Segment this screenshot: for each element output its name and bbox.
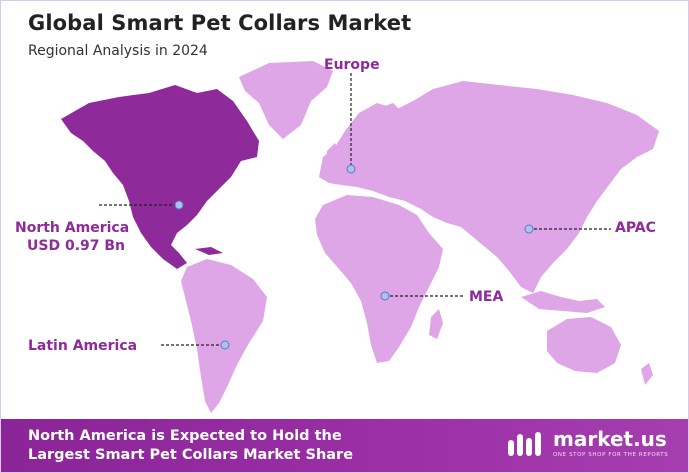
madagascar-shape	[429, 309, 443, 339]
brand-name: market.us	[553, 427, 667, 451]
europe-marker	[346, 164, 356, 174]
scandinavia-shape	[365, 103, 403, 141]
australia-shape	[547, 317, 621, 373]
indonesia-shape	[521, 291, 605, 313]
apac-marker	[524, 224, 534, 234]
page-title: Global Smart Pet Collars Market	[28, 11, 412, 35]
footer-text: North America is Expected to Hold the La…	[28, 427, 353, 465]
page-subtitle: Regional Analysis in 2024	[28, 43, 208, 59]
footer-banner: North America is Expected to Hold the La…	[1, 419, 688, 472]
eurasia-shape	[319, 81, 659, 293]
europe-label: Europe	[324, 57, 380, 73]
footer-line-1: North America is Expected to Hold the	[28, 428, 342, 444]
north-america-value: USD 0.97 Bn	[27, 238, 125, 254]
brand-tagline: ONE STOP SHOP FOR THE REPORTS	[553, 452, 669, 458]
greenland-shape	[239, 61, 333, 139]
japan-shape	[575, 171, 593, 207]
mea-marker	[380, 291, 390, 301]
mea-label: MEA	[469, 289, 504, 305]
caribbean-shape	[195, 247, 223, 255]
new-zealand-shape	[641, 363, 653, 385]
footer-line-2: Largest Smart Pet Collars Market Share	[28, 447, 354, 463]
north-america-shape	[61, 85, 259, 269]
latin-america-marker	[220, 340, 230, 350]
latin-america-label: Latin America	[28, 338, 138, 354]
africa-shape	[315, 195, 443, 363]
apac-label: APAC	[615, 220, 656, 236]
market-us-logo-icon	[508, 432, 541, 456]
north-america-marker	[174, 200, 184, 210]
north-america-label: North America	[15, 220, 130, 236]
uk-shape	[327, 143, 341, 163]
south-america-shape	[181, 259, 267, 413]
